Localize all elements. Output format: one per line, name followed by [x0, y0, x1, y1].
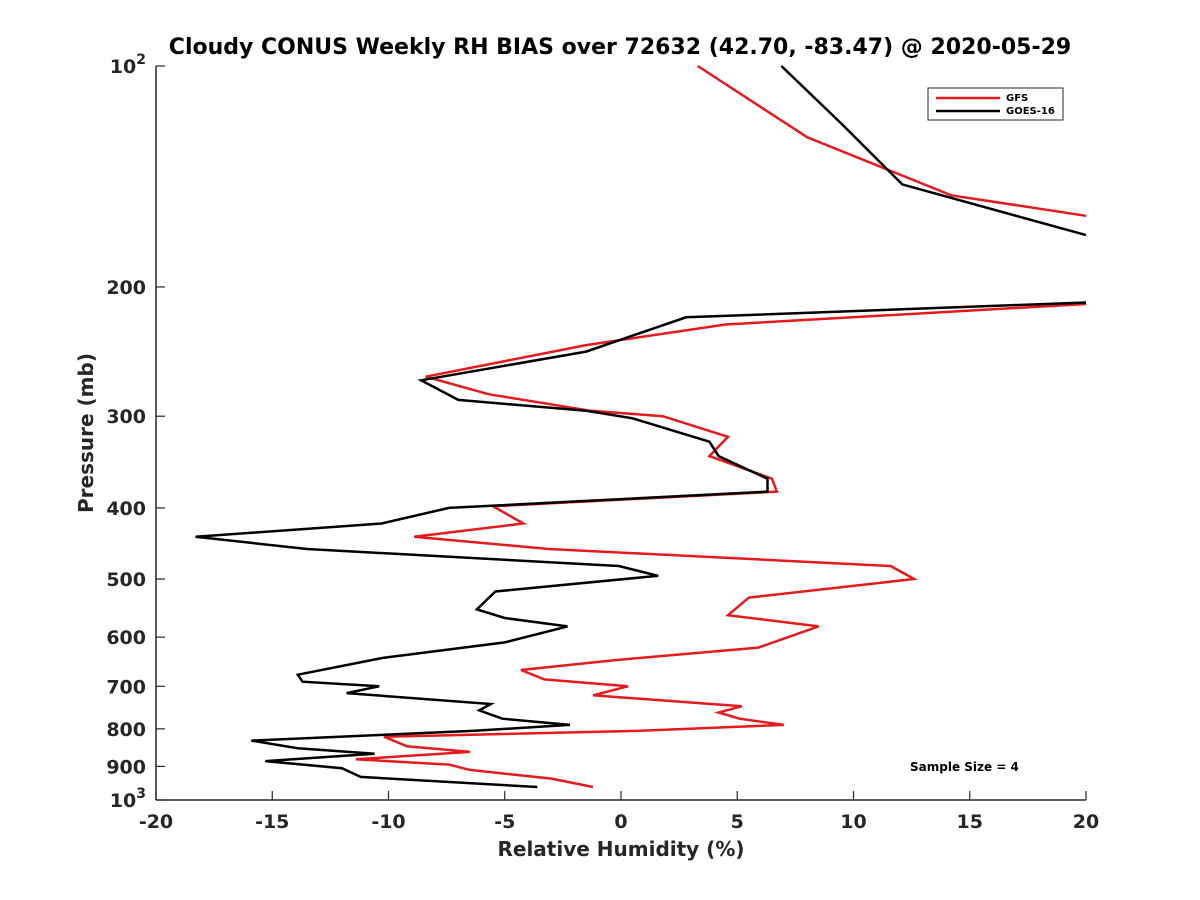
y-tick-label: 103: [110, 786, 146, 812]
x-tick-label: -20: [139, 811, 173, 833]
y-tick-label: 900: [106, 756, 146, 778]
series-line-gfs: [355, 302, 1087, 789]
x-tick-label: -10: [371, 811, 405, 833]
x-axis-label: Relative Humidity (%): [497, 837, 744, 861]
legend-label-gfs: GFS: [1006, 93, 1028, 104]
x-tick-label: -15: [255, 811, 289, 833]
y-axis-label: Pressure (mb): [74, 353, 98, 513]
y-tick-label: 600: [106, 627, 146, 649]
series-lines: [195, 64, 1087, 789]
y-tick-label: 800: [106, 719, 146, 741]
axes: [155, 66, 1086, 801]
legend: GFS GOES-16: [927, 87, 1064, 121]
x-tick-label: 20: [1073, 811, 1099, 833]
x-tick-label: 5: [731, 811, 744, 833]
y-tick-label: 700: [106, 676, 146, 698]
y-tick-label: 400: [106, 498, 146, 520]
series-line-goes16: [195, 301, 1087, 789]
y-tick-label: 300: [106, 406, 146, 428]
y-tick-label: 500: [106, 569, 146, 591]
legend-box: [927, 87, 1064, 121]
x-tick-label: 10: [840, 811, 866, 833]
x-tick-label: 15: [957, 811, 983, 833]
x-tick-label: 0: [614, 811, 627, 833]
x-tick-label: -5: [494, 811, 515, 833]
y-tick-label: 200: [106, 277, 146, 299]
chart-title: Cloudy CONUS Weekly RH BIAS over 72632 (…: [169, 35, 1071, 60]
y-tick-label: 102: [110, 52, 146, 78]
sample-size-annotation: Sample Size = 4: [910, 760, 1019, 774]
y-ticks: 102 200 300 400 500 600 700 800 900 103: [106, 52, 165, 812]
x-ticks: -20 -15 -10 -5 0 5 10 15 20: [139, 791, 1099, 833]
legend-label-goes16: GOES-16: [1006, 106, 1055, 117]
series-line-gfs: [697, 64, 1087, 218]
series-line-goes16: [780, 65, 1087, 237]
